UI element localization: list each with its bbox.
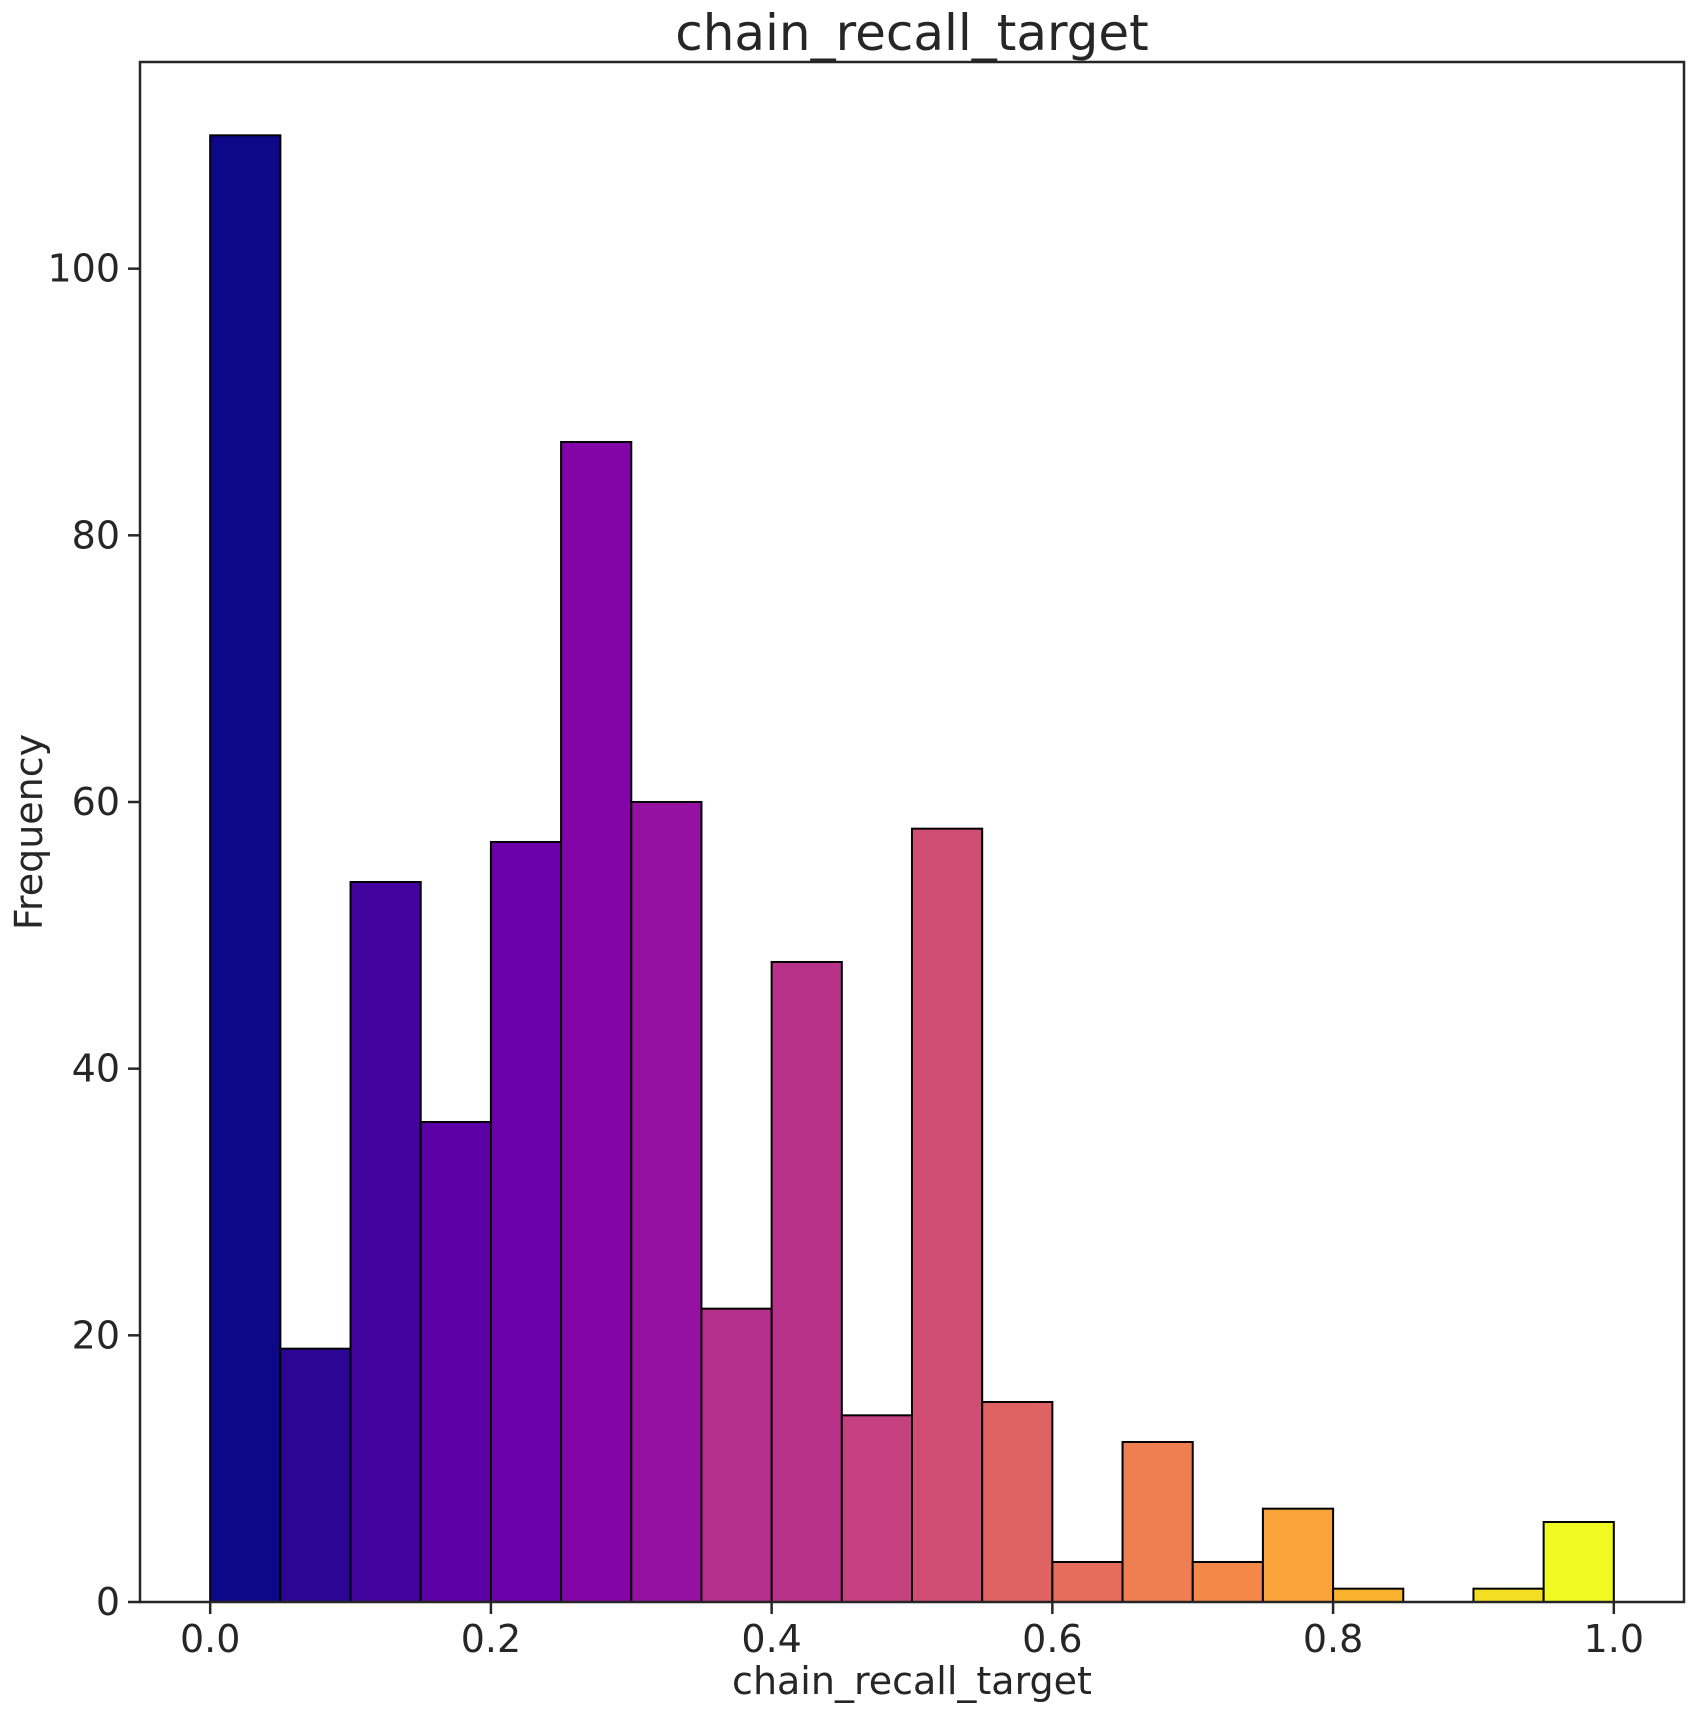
x-axis-ticks: 0.0 0.2 0.4 0.6 0.8 1.0 bbox=[180, 1602, 1644, 1661]
histogram-bar bbox=[209, 134, 282, 1603]
histogram-bar bbox=[1121, 1441, 1194, 1603]
bars-group bbox=[209, 134, 1615, 1604]
histogram-bar bbox=[981, 1401, 1054, 1603]
x-tick-label: 0.2 bbox=[461, 1617, 521, 1661]
x-axis-label: chain_recall_target bbox=[732, 1659, 1092, 1703]
histogram-bar bbox=[1191, 1561, 1264, 1603]
histogram-bar bbox=[349, 881, 422, 1603]
y-axis-ticks: 0 20 40 60 80 100 bbox=[47, 247, 140, 1624]
y-tick-label: 40 bbox=[72, 1047, 120, 1091]
y-tick-label: 60 bbox=[72, 780, 120, 824]
histogram-bar bbox=[911, 827, 984, 1603]
y-tick-label: 0 bbox=[96, 1580, 120, 1624]
x-tick-label: 0.0 bbox=[180, 1617, 240, 1661]
histogram-bar bbox=[1542, 1521, 1615, 1603]
y-tick-label: 80 bbox=[72, 513, 120, 557]
y-axis-label: Frequency bbox=[7, 734, 51, 930]
x-tick-label: 1.0 bbox=[1584, 1617, 1644, 1661]
histogram-bar bbox=[700, 1307, 773, 1603]
histogram-bar bbox=[1261, 1507, 1335, 1603]
histogram-bar bbox=[419, 1121, 492, 1603]
histogram-bar bbox=[630, 801, 703, 1603]
y-tick-label: 100 bbox=[47, 247, 120, 291]
histogram-bar bbox=[489, 841, 563, 1603]
histogram-bar bbox=[279, 1347, 352, 1603]
histogram-bar bbox=[1472, 1587, 1545, 1603]
x-tick-label: 0.4 bbox=[741, 1617, 801, 1661]
plot-frame bbox=[138, 60, 1686, 1604]
histogram-bar bbox=[560, 441, 633, 1603]
chart-title: chain_recall_target bbox=[675, 4, 1149, 62]
histogram-bar bbox=[1051, 1561, 1124, 1603]
x-tick-label: 0.6 bbox=[1022, 1617, 1082, 1661]
x-tick-label: 0.8 bbox=[1303, 1617, 1363, 1661]
histogram-bar bbox=[1332, 1587, 1405, 1603]
histogram-bar bbox=[770, 961, 843, 1603]
y-tick-label: 20 bbox=[72, 1313, 120, 1357]
histogram-bar bbox=[840, 1414, 913, 1604]
